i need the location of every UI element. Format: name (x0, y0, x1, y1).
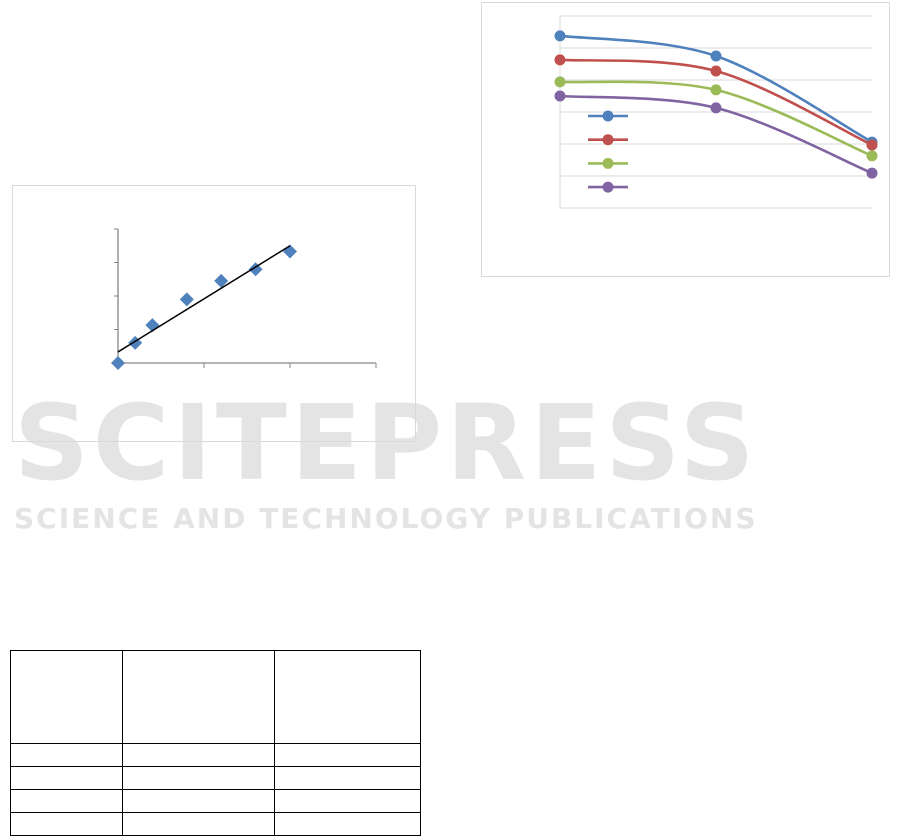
table-cell (10, 743, 123, 767)
legend-marker (602, 181, 614, 193)
data-table (10, 650, 421, 836)
table-cell (274, 743, 421, 767)
table-cell (274, 789, 421, 813)
data-point (710, 84, 722, 96)
table-cell (122, 789, 275, 813)
data-point (554, 90, 566, 102)
legend-marker (602, 134, 614, 146)
table-cell (122, 812, 275, 836)
trendline (117, 245, 291, 353)
watermark-subtitle: SCIENCE AND TECHNOLOGY PUBLICATIONS (14, 502, 758, 535)
data-point (554, 76, 566, 88)
data-point (710, 50, 722, 62)
data-point (214, 273, 229, 288)
data-point (554, 30, 566, 42)
table-cell (10, 766, 123, 790)
data-point (710, 65, 722, 77)
table-row (10, 766, 421, 790)
table-row (10, 789, 421, 813)
header-cell (274, 650, 421, 744)
data-point (866, 150, 878, 162)
table-cell (122, 743, 275, 767)
data-point (866, 139, 878, 151)
table-header-row (10, 650, 421, 744)
data-point (111, 356, 125, 370)
table-cell (122, 766, 275, 790)
scatter-chart-frame (12, 185, 416, 442)
data-point (554, 54, 566, 66)
watermark-title: SCITEPRESS (14, 382, 759, 504)
data-point (866, 167, 878, 179)
table-cell (10, 789, 123, 813)
table-cell (274, 812, 421, 836)
table-row (10, 743, 421, 767)
line-chart-frame (481, 2, 890, 277)
table-cell (274, 766, 421, 790)
header-cell (122, 650, 275, 744)
legend-marker (602, 157, 614, 169)
table-row (10, 812, 421, 836)
header-cell (10, 650, 123, 744)
table-cell (10, 812, 123, 836)
data-point (710, 102, 722, 114)
data-point (179, 292, 194, 307)
legend-marker (602, 110, 614, 122)
